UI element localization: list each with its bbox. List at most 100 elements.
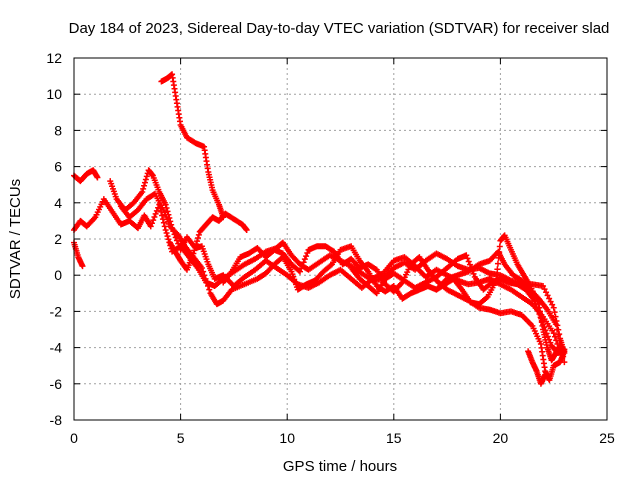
data-point [549,301,556,308]
data-point [557,344,564,351]
series-track-11 [525,348,549,387]
data-point [543,289,550,296]
y-tick-label: -4 [50,340,63,356]
data-point [552,321,559,328]
series-track-6 [158,71,227,221]
data-point [540,283,547,290]
series-track-2 [71,167,101,185]
data-point [542,371,549,378]
y-tick-label: 2 [54,231,62,247]
data-point [550,304,557,311]
data-point [164,233,171,240]
data-point [466,261,473,268]
data-point [142,176,149,183]
x-tick-label: 20 [493,430,509,446]
data-point [547,298,554,305]
y-tick-label: -6 [50,376,63,392]
data-point [561,346,568,353]
data-point [303,253,310,260]
axis-ticks [73,57,608,421]
x-tick-label: 0 [70,430,78,446]
data-point [463,252,470,259]
data-point [496,243,503,250]
series-track-10 [433,232,564,364]
data-point [493,277,500,284]
data-point [206,286,213,293]
data-point [139,188,146,195]
data-point [162,201,169,208]
data-point [190,250,197,257]
data-point [192,244,199,251]
y-tick-label: 8 [54,122,62,138]
y-tick-label: 4 [54,195,62,211]
data-point [551,309,558,316]
data-point [151,214,158,221]
data-point [299,262,306,269]
data-point [298,265,305,272]
data-point [551,333,558,340]
data-point [153,207,160,214]
grid-lines [74,58,607,420]
data-point [554,340,561,347]
series-track-3 [71,239,86,270]
data-point [140,185,147,192]
data-point [143,173,150,180]
data-point [470,270,477,277]
x-axis-label: GPS time / hours [283,458,397,475]
data-point [546,295,553,302]
y-tick-labels: -8 -6 -4 -2 0 2 4 6 8 10 12 [46,50,62,428]
data-point [468,264,475,271]
data-point [164,208,171,215]
data-point [301,256,308,263]
data-point [160,219,167,226]
data-point [541,286,548,293]
data-point [327,262,334,269]
data-point [161,223,168,230]
y-tick-label: -2 [50,303,63,319]
data-point [198,264,205,271]
data-point [552,313,559,320]
data-point [296,268,303,275]
data-point [194,238,201,245]
data-point [494,260,501,267]
y-tick-label: 12 [46,50,62,66]
data-point [201,272,208,279]
series-track-7 [166,210,250,273]
data-point [544,333,551,340]
data-point [150,217,157,224]
data-point [159,212,166,219]
data-point [469,267,476,274]
data-point [193,241,200,248]
series-track-4 [107,167,566,362]
data-point [147,223,154,230]
y-tick-label: 6 [54,159,62,175]
data-point [464,255,471,262]
data-point [191,247,198,254]
data-point [152,210,159,217]
data-point [493,271,500,278]
x-tick-label: 25 [599,430,615,446]
data-point [200,268,207,275]
data-point [494,266,501,273]
data-point [94,174,101,181]
chart-title: Day 184 of 2023, Sidereal Day-to-day VTE… [69,20,610,37]
data-point [556,331,563,338]
data-point [300,259,307,266]
data-point [141,179,148,186]
data-point [162,226,169,233]
data-point [194,234,201,241]
data-point [555,331,562,338]
data-point [141,182,148,189]
y-tick-label: 0 [54,267,62,283]
y-tick-label: -8 [50,412,63,428]
data-point [483,294,490,301]
data-point [202,275,209,282]
data-point [465,258,472,265]
data-point [163,230,170,237]
data-point [556,337,563,344]
data-point [550,330,557,337]
x-tick-label: 10 [279,430,295,446]
data-point [203,279,210,286]
data-point [554,326,561,333]
